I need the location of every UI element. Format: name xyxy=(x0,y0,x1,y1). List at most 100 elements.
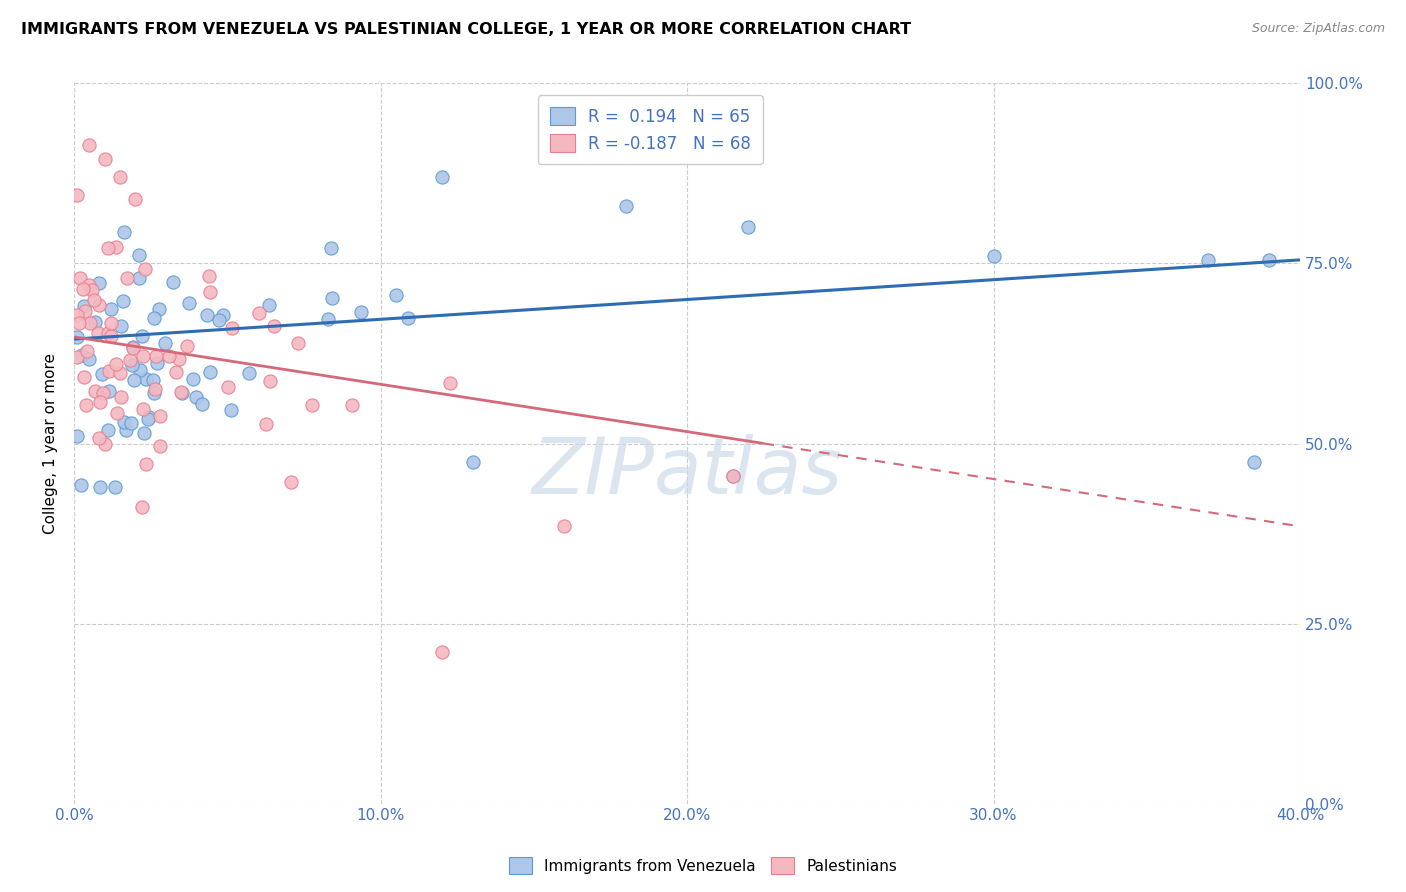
Point xyxy=(84,384,107,399)
Point xyxy=(128,270,150,285)
Point xyxy=(138,409,160,424)
Point xyxy=(280,475,302,489)
Point xyxy=(135,457,157,471)
Point xyxy=(69,270,91,285)
Point xyxy=(1197,252,1219,267)
Point xyxy=(70,478,93,492)
Point xyxy=(721,469,744,483)
Point xyxy=(1243,454,1265,468)
Point xyxy=(238,366,260,380)
Point xyxy=(149,409,172,424)
Point xyxy=(198,268,221,283)
Point xyxy=(135,372,157,386)
Point xyxy=(553,519,575,533)
Point xyxy=(98,364,121,378)
Point xyxy=(75,398,97,412)
Point xyxy=(120,353,142,368)
Point xyxy=(132,426,155,441)
Point xyxy=(79,137,101,152)
Point xyxy=(217,379,239,393)
Point xyxy=(105,406,128,420)
Point xyxy=(79,351,101,366)
Point xyxy=(97,326,120,340)
Point xyxy=(103,480,125,494)
Point xyxy=(198,285,221,299)
Point xyxy=(72,282,94,296)
Point xyxy=(122,374,145,388)
Point xyxy=(184,390,207,404)
Point xyxy=(80,283,103,297)
Point xyxy=(195,308,218,322)
Point xyxy=(191,397,214,411)
Point xyxy=(614,199,637,213)
Point xyxy=(176,338,198,352)
Point xyxy=(100,329,122,343)
Point xyxy=(112,415,135,429)
Point xyxy=(396,310,419,325)
Point xyxy=(117,271,139,285)
Point xyxy=(254,417,277,432)
Point xyxy=(79,316,101,330)
Point xyxy=(121,341,143,355)
Point xyxy=(132,349,155,363)
Point xyxy=(73,369,96,384)
Point xyxy=(131,500,153,515)
Point xyxy=(67,316,90,330)
Point xyxy=(93,152,115,166)
Point xyxy=(181,371,204,385)
Point xyxy=(131,329,153,343)
Point xyxy=(321,291,343,305)
Point xyxy=(89,394,111,409)
Point xyxy=(165,365,187,379)
Point xyxy=(111,293,134,308)
Point xyxy=(108,366,131,380)
Point xyxy=(114,423,136,437)
Point xyxy=(1258,252,1281,267)
Point xyxy=(263,319,285,334)
Point xyxy=(142,310,165,325)
Text: IMMIGRANTS FROM VENEZUELA VS PALESTINIAN COLLEGE, 1 YEAR OR MORE CORRELATION CHA: IMMIGRANTS FROM VENEZUELA VS PALESTINIAN… xyxy=(21,22,911,37)
Text: Source: ZipAtlas.com: Source: ZipAtlas.com xyxy=(1251,22,1385,36)
Point xyxy=(104,240,127,254)
Point xyxy=(212,308,235,322)
Point xyxy=(148,301,170,316)
Point xyxy=(87,276,110,290)
Point xyxy=(142,373,165,387)
Point xyxy=(108,170,131,185)
Point xyxy=(208,313,231,327)
Point xyxy=(221,320,243,334)
Point xyxy=(122,340,145,354)
Point xyxy=(162,276,184,290)
Point xyxy=(121,358,143,372)
Point xyxy=(350,305,373,319)
Point xyxy=(316,312,339,326)
Point xyxy=(91,385,114,400)
Point xyxy=(105,357,128,371)
Point xyxy=(79,278,101,293)
Point xyxy=(461,454,484,468)
Point xyxy=(134,262,156,277)
Point xyxy=(721,469,744,483)
Point xyxy=(87,298,110,312)
Point xyxy=(73,299,96,313)
Point xyxy=(120,417,142,431)
Point xyxy=(145,349,167,363)
Point xyxy=(91,367,114,381)
Point xyxy=(259,374,281,388)
Legend: Immigrants from Venezuela, Palestinians: Immigrants from Venezuela, Palestinians xyxy=(503,851,903,880)
Point xyxy=(167,351,190,366)
Point xyxy=(66,188,89,202)
Point xyxy=(97,384,120,399)
Point xyxy=(155,335,177,350)
Point xyxy=(110,390,132,404)
Point xyxy=(94,437,117,451)
Text: ZIPatlas: ZIPatlas xyxy=(531,434,842,510)
Point xyxy=(259,298,281,312)
Point xyxy=(430,645,453,659)
Point xyxy=(143,382,166,396)
Point xyxy=(142,385,165,400)
Point xyxy=(87,431,110,445)
Point xyxy=(112,225,135,239)
Point xyxy=(159,349,181,363)
Point xyxy=(124,192,146,206)
